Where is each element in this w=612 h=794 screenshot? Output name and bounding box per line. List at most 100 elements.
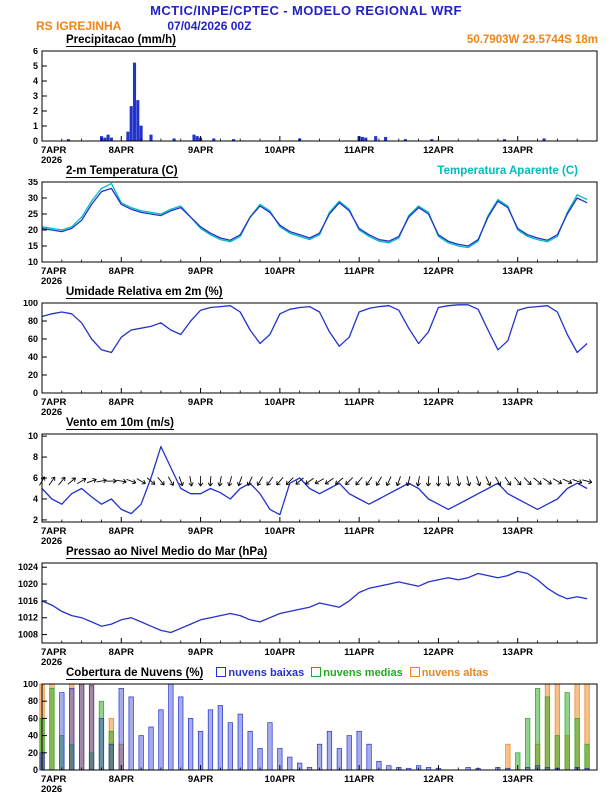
vento-series	[41, 445, 588, 516]
svg-text:6: 6	[33, 48, 38, 56]
precipitacao	[66, 62, 546, 142]
legend-mid-clouds: nuvens medias	[323, 667, 403, 679]
svg-text:60: 60	[28, 334, 38, 344]
svg-text:2026: 2026	[41, 784, 62, 794]
svg-text:12APR: 12APR	[423, 647, 454, 658]
svg-text:12APR: 12APR	[423, 526, 454, 537]
svg-text:1020: 1020	[18, 579, 38, 589]
svg-text:2026: 2026	[41, 536, 62, 546]
svg-text:7APR: 7APR	[41, 266, 66, 277]
svg-text:1008: 1008	[18, 630, 38, 640]
pressao-nivel-mar	[41, 570, 588, 634]
panel-title-wind: Vento em 10m (m/s)	[66, 417, 175, 430]
cloud-legend: nuvens baixas nuvens medias nuvens altas	[209, 667, 488, 679]
svg-text:8: 8	[33, 452, 38, 462]
svg-text:40: 40	[28, 352, 38, 362]
svg-text:11APR: 11APR	[344, 647, 374, 658]
svg-text:20: 20	[28, 225, 38, 235]
wind-barbs	[39, 476, 593, 487]
svg-text:8APR: 8APR	[109, 774, 134, 785]
svg-text:2: 2	[33, 106, 38, 116]
svg-text:10: 10	[28, 431, 38, 441]
svg-text:5: 5	[33, 61, 38, 71]
svg-text:13APR: 13APR	[502, 526, 533, 537]
svg-text:11APR: 11APR	[344, 266, 374, 277]
panel-title-precipitation: Precipitacao (mm/h)	[66, 34, 176, 47]
svg-text:11APR: 11APR	[344, 145, 374, 156]
svg-text:12APR: 12APR	[423, 145, 454, 156]
panel-wind: Vento em 10m (m/s) 2 4 6 8 10 7APR 2026 8APR 9AP…	[0, 417, 612, 546]
svg-text:7APR: 7APR	[41, 397, 66, 408]
svg-text:40: 40	[28, 731, 38, 741]
svg-text:1016: 1016	[18, 596, 38, 606]
legend-low-clouds: nuvens baixas	[228, 667, 305, 679]
svg-text:7APR: 7APR	[41, 647, 66, 658]
svg-text:1: 1	[33, 121, 38, 131]
svg-text:20: 20	[28, 370, 38, 380]
svg-text:6: 6	[33, 473, 38, 483]
svg-text:12APR: 12APR	[423, 266, 454, 277]
svg-text:9APR: 9APR	[188, 774, 213, 785]
umidade-series	[41, 304, 588, 354]
panel-title-pressure: Pressao ao Nivel Medio do Mar (hPa)	[66, 546, 268, 559]
svg-text:13APR: 13APR	[502, 266, 533, 277]
svg-text:10: 10	[28, 257, 38, 267]
svg-text:2026: 2026	[41, 657, 62, 667]
svg-text:11APR: 11APR	[344, 397, 374, 408]
svg-text:2026: 2026	[41, 276, 62, 286]
svg-text:8APR: 8APR	[109, 526, 134, 537]
svg-text:10APR: 10APR	[265, 397, 296, 408]
nuvens-baixas	[39, 683, 590, 771]
svg-text:13APR: 13APR	[502, 774, 533, 785]
svg-text:0: 0	[33, 388, 38, 398]
svg-text:13APR: 13APR	[502, 397, 533, 408]
panel-precipitation: Precipitacao (mm/h) 50.7903W 29.5744S 18…	[0, 34, 612, 165]
nuvens-series	[39, 683, 590, 771]
plot-frame	[41, 302, 598, 394]
velocidade-vento	[41, 445, 588, 516]
plot-frame	[41, 50, 598, 142]
svg-text:1012: 1012	[18, 613, 38, 623]
svg-text:3: 3	[33, 91, 38, 101]
svg-text:10APR: 10APR	[265, 266, 296, 277]
temperatura-2m	[41, 187, 588, 247]
svg-text:8APR: 8APR	[109, 145, 134, 156]
svg-text:4: 4	[33, 76, 38, 86]
svg-text:20: 20	[28, 748, 38, 758]
panel-pressure: Pressao ao Nivel Medio do Mar (hPa) 1008…	[0, 546, 612, 667]
svg-text:80: 80	[28, 696, 38, 706]
pressao-series	[41, 570, 588, 634]
svg-text:30: 30	[28, 193, 38, 203]
svg-text:9APR: 9APR	[188, 145, 213, 156]
legend-high-clouds: nuvens altas	[421, 667, 489, 679]
low-clouds-swatch-icon	[216, 667, 227, 677]
svg-text:2026: 2026	[41, 407, 62, 417]
svg-text:100: 100	[23, 300, 38, 308]
high-clouds-swatch-icon	[409, 667, 420, 677]
svg-text:7APR: 7APR	[41, 145, 66, 156]
run-datetime-label: 07/04/2026 00Z	[167, 19, 252, 33]
svg-text:10APR: 10APR	[265, 526, 296, 537]
svg-text:0: 0	[33, 136, 38, 146]
svg-text:9APR: 9APR	[188, 266, 213, 277]
temperatura-series	[41, 182, 588, 249]
svg-text:12APR: 12APR	[423, 774, 454, 785]
panel-title-humidity: Umidade Relativa em 2m (%)	[66, 286, 223, 299]
panel-title-clouds: Cobertura de Nuvens (%)	[66, 667, 204, 680]
svg-text:13APR: 13APR	[502, 145, 533, 156]
svg-text:11APR: 11APR	[344, 526, 374, 537]
svg-text:10APR: 10APR	[265, 647, 296, 658]
temperatura-aparente	[41, 182, 588, 249]
svg-text:60: 60	[28, 713, 38, 723]
svg-text:9APR: 9APR	[188, 526, 213, 537]
svg-text:9APR: 9APR	[188, 647, 213, 658]
umidade-relativa	[41, 304, 588, 354]
svg-text:0: 0	[33, 765, 38, 775]
header: MCTIC/INPE/CPTEC - MODELO REGIONAL WRF R…	[0, 0, 612, 34]
coords-label: 50.7903W 29.5744S 18m	[466, 34, 598, 46]
